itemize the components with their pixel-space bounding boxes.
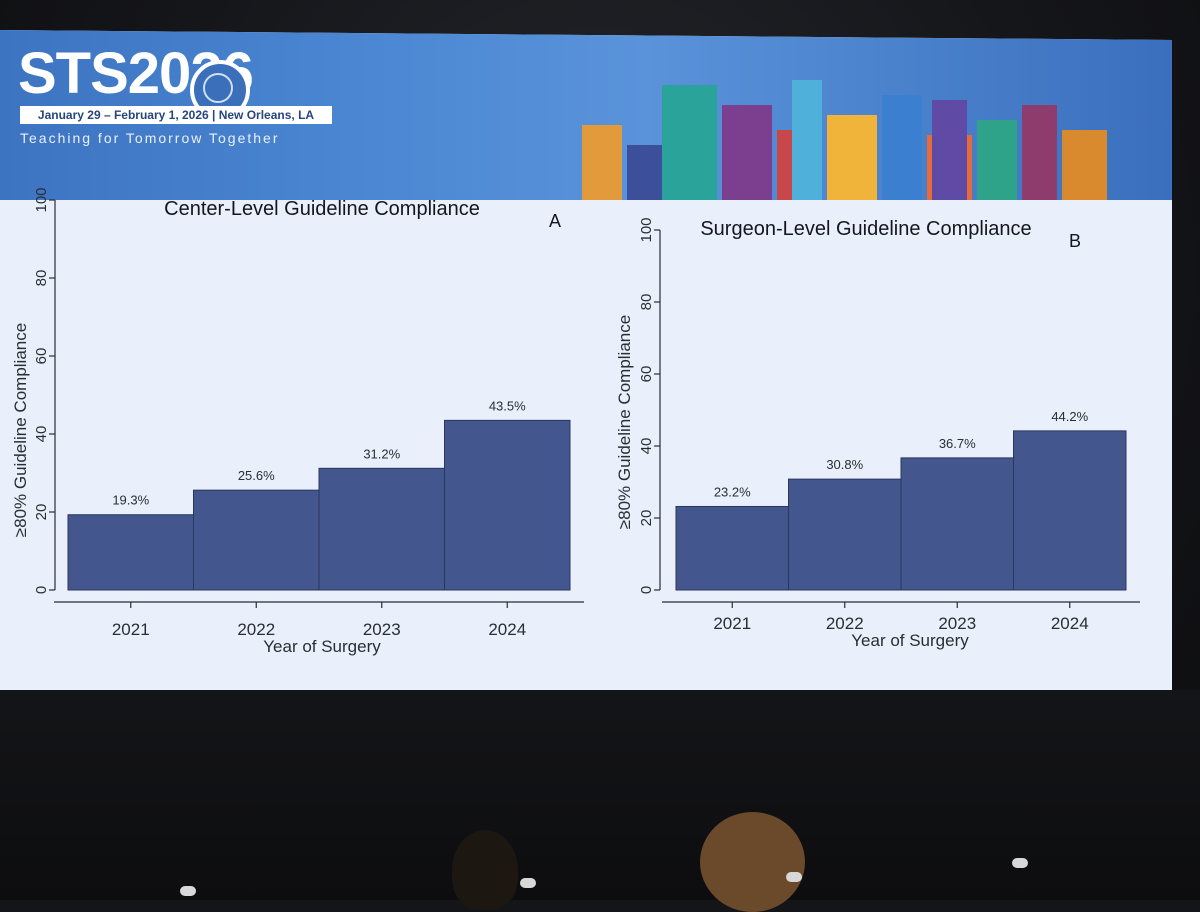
chart-b-y-axis: 0 20 40 60 80 100: [638, 217, 661, 594]
panelist-right: [700, 812, 805, 912]
projection-screen: STS2026 January 29 – February 1, 2026 | …: [0, 30, 1172, 690]
chart-a-bar-2021: [67, 514, 194, 591]
chart-a-y-axis-title: ≥80% Guideline Compliance: [11, 323, 30, 537]
chart-a-data-label-2024: 43.5%: [489, 398, 526, 413]
chart-a: Center-Level Guideline Compliance A ≥80%…: [11, 187, 584, 656]
chart-b-x-tick-label-2022: 2022: [826, 614, 864, 633]
chart-b-data-labels: 23.2% 30.8% 36.7% 44.2%: [714, 409, 1089, 500]
chart-b-y-tick-label: 60: [638, 366, 655, 383]
chart-b-data-label-2024: 44.2%: [1051, 409, 1088, 424]
chart-a-x-tick-label-2023: 2023: [363, 620, 401, 639]
chart-b-y-axis-title: ≥80% Guideline Compliance: [615, 315, 634, 529]
chart-a-bar-2024: [444, 419, 571, 591]
chart-b-y-tick-label: 80: [638, 294, 655, 311]
chart-a-y-tick-label: 100: [33, 187, 50, 212]
chart-a-x-tick-label-2022: 2022: [237, 620, 275, 639]
chart-a-data-labels: 19.3% 25.6% 31.2% 43.5%: [112, 398, 526, 507]
chart-a-data-label-2021: 19.3%: [112, 493, 149, 508]
chart-b-bars: [675, 430, 1127, 591]
chart-a-panel-letter: A: [549, 211, 561, 231]
figure-canvas: Center-Level Guideline Compliance A ≥80%…: [11, 187, 1140, 656]
chart-a-data-label-2022: 25.6%: [238, 468, 275, 483]
chart-b-data-label-2021: 23.2%: [714, 484, 751, 499]
conference-banner: STS2026 January 29 – February 1, 2026 | …: [0, 30, 1172, 200]
chart-b-y-tick-label: 100: [638, 217, 655, 242]
chart-b-x-tick-label-2021: 2021: [713, 614, 751, 633]
chart-b-data-label-2023: 36.7%: [939, 436, 976, 451]
chart-a-y-axis: 0 20 40 60 80 100: [33, 187, 56, 594]
chart-b-y-tick-label: 0: [638, 586, 655, 594]
chart-b-x-tick-label-2023: 2023: [938, 614, 976, 633]
chart-a-title: Center-Level Guideline Compliance: [164, 198, 480, 220]
chart-b-x-tick-label-2024: 2024: [1051, 614, 1089, 633]
chart-a-y-tick-label: 0: [33, 586, 50, 594]
chart-a-y-tick-label: 40: [33, 426, 50, 443]
chart-a-x-axis-title: Year of Surgery: [263, 637, 381, 656]
chart-a-y-tick-label: 20: [33, 504, 50, 521]
chart-a-data-label-2023: 31.2%: [363, 446, 400, 461]
chart-b: Surgeon-Level Guideline Compliance B ≥80…: [615, 217, 1140, 650]
chart-b-title: Surgeon-Level Guideline Compliance: [700, 218, 1031, 240]
microphone-far-left: [180, 886, 196, 896]
chart-b-y-tick-label: 40: [638, 438, 655, 455]
chart-a-x-tick-label-2024: 2024: [488, 620, 526, 639]
city-skyline-illustration: [582, 80, 1107, 200]
chart-a-bar-2022: [193, 489, 320, 591]
chart-a-x-axis: 2021 2022 2023 2024: [54, 601, 584, 639]
chart-b-x-axis: 2021 2022 2023 2024: [662, 601, 1140, 633]
chart-a-bars: [67, 419, 571, 591]
chart-b-y-tick-label: 20: [638, 510, 655, 527]
conference-dates: January 29 – February 1, 2026 | New Orle…: [20, 106, 332, 124]
chart-b-x-axis-title: Year of Surgery: [851, 631, 969, 650]
chart-a-y-tick-label: 80: [33, 270, 50, 287]
chart-b-panel-letter: B: [1069, 231, 1081, 251]
chart-b-bar-2024: [1013, 430, 1127, 591]
microphone-center: [786, 872, 802, 882]
panelist-left: [452, 830, 518, 910]
chart-a-y-tick-label: 60: [33, 348, 50, 365]
conference-tagline: Teaching for Tomorrow Together: [20, 130, 280, 146]
chart-b-bar-2022: [788, 478, 902, 591]
chart-b-bar-2023: [900, 457, 1014, 591]
microphone-right: [1012, 858, 1028, 868]
chart-b-bar-2021: [675, 505, 789, 591]
chart-a-x-tick-label-2021: 2021: [112, 620, 150, 639]
panel-stage: [0, 690, 1200, 912]
microphone-left: [520, 878, 536, 888]
chart-b-data-label-2022: 30.8%: [826, 457, 863, 472]
chart-a-bar-2023: [318, 467, 445, 591]
